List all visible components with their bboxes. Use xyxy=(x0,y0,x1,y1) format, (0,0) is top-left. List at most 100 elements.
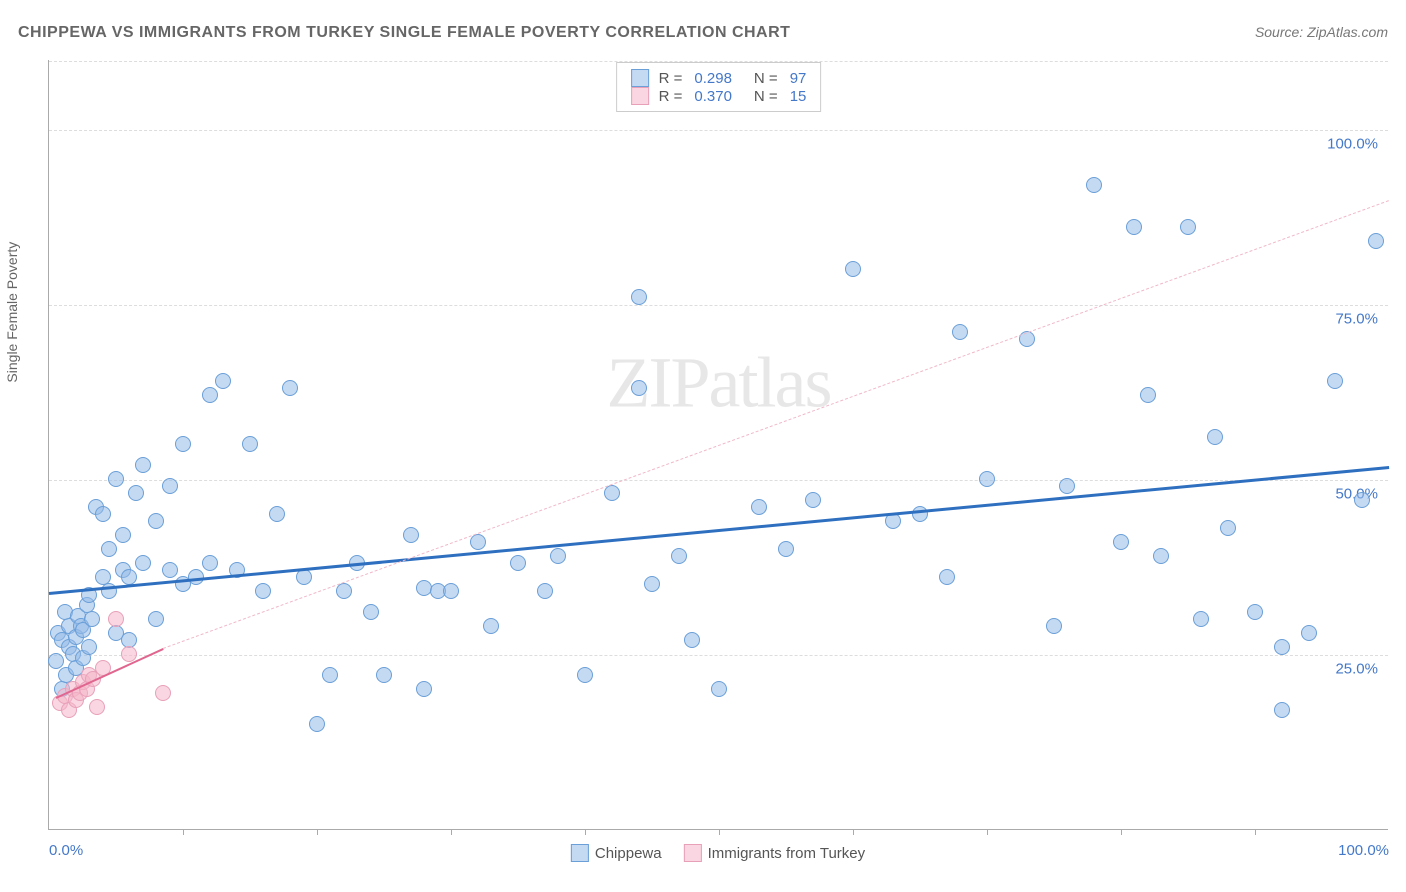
scatter-point-chippewa xyxy=(845,261,861,277)
y-tick-label: 100.0% xyxy=(1327,136,1378,153)
scatter-point-chippewa xyxy=(282,380,298,396)
scatter-point-chippewa xyxy=(115,527,131,543)
stat-r-value: 0.370 xyxy=(694,88,732,105)
scatter-point-chippewa xyxy=(1086,177,1102,193)
scatter-point-chippewa xyxy=(202,555,218,571)
scatter-point-chippewa xyxy=(939,569,955,585)
scatter-point-chippewa xyxy=(242,436,258,452)
scatter-point-chippewa xyxy=(537,583,553,599)
scatter-point-chippewa xyxy=(376,667,392,683)
scatter-point-chippewa xyxy=(510,555,526,571)
scatter-point-chippewa xyxy=(1046,618,1062,634)
trendline-chippewa xyxy=(49,466,1389,595)
scatter-point-turkey xyxy=(89,699,105,715)
scatter-point-chippewa xyxy=(1274,639,1290,655)
scatter-point-chippewa xyxy=(81,639,97,655)
scatter-point-chippewa xyxy=(215,373,231,389)
legend-item-chippewa: Chippewa xyxy=(571,844,662,862)
scatter-point-chippewa xyxy=(128,485,144,501)
gridline xyxy=(49,305,1388,306)
scatter-point-chippewa xyxy=(363,604,379,620)
y-tick-label: 25.0% xyxy=(1335,661,1378,678)
scatter-point-chippewa xyxy=(95,506,111,522)
scatter-point-chippewa xyxy=(952,324,968,340)
scatter-point-chippewa xyxy=(443,583,459,599)
x-tick xyxy=(1121,829,1122,835)
chart-title: CHIPPEWA VS IMMIGRANTS FROM TURKEY SINGL… xyxy=(18,24,790,42)
scatter-point-chippewa xyxy=(416,681,432,697)
scatter-point-chippewa xyxy=(108,471,124,487)
scatter-point-chippewa xyxy=(84,611,100,627)
x-tick-label: 0.0% xyxy=(49,842,83,859)
scatter-point-chippewa xyxy=(1207,429,1223,445)
scatter-point-chippewa xyxy=(1274,702,1290,718)
scatter-point-chippewa xyxy=(483,618,499,634)
scatter-point-chippewa xyxy=(48,653,64,669)
scatter-point-chippewa xyxy=(805,492,821,508)
legend-label: Immigrants from Turkey xyxy=(708,845,866,862)
stat-n-value: 15 xyxy=(790,88,807,105)
scatter-point-chippewa xyxy=(1180,219,1196,235)
scatter-point-chippewa xyxy=(255,583,271,599)
scatter-point-turkey xyxy=(108,611,124,627)
scatter-point-chippewa xyxy=(101,541,117,557)
scatter-point-chippewa xyxy=(550,548,566,564)
stat-n-label: N = xyxy=(754,88,778,105)
stat-r-label: R = xyxy=(659,88,683,105)
x-tick xyxy=(183,829,184,835)
scatter-point-chippewa xyxy=(135,457,151,473)
scatter-point-chippewa xyxy=(1354,492,1370,508)
legend-stats-row: R = 0.370 N = 15 xyxy=(631,87,807,105)
y-tick-label: 75.0% xyxy=(1335,311,1378,328)
x-tick xyxy=(585,829,586,835)
scatter-point-chippewa xyxy=(1113,534,1129,550)
scatter-point-chippewa xyxy=(1153,548,1169,564)
scatter-point-chippewa xyxy=(162,478,178,494)
scatter-point-chippewa xyxy=(135,555,151,571)
scatter-point-chippewa xyxy=(1327,373,1343,389)
gridline xyxy=(49,61,1388,62)
scatter-point-chippewa xyxy=(604,485,620,501)
scatter-point-chippewa xyxy=(1220,520,1236,536)
stat-n-value: 97 xyxy=(790,70,807,87)
gridline xyxy=(49,130,1388,131)
scatter-point-chippewa xyxy=(470,534,486,550)
scatter-point-chippewa xyxy=(162,562,178,578)
y-axis-label: Single Female Poverty xyxy=(4,242,20,383)
scatter-point-chippewa xyxy=(778,541,794,557)
legend-swatch xyxy=(684,844,702,862)
scatter-point-chippewa xyxy=(711,681,727,697)
scatter-point-chippewa xyxy=(175,436,191,452)
gridline xyxy=(49,480,1388,481)
scatter-point-chippewa xyxy=(148,611,164,627)
scatter-point-chippewa xyxy=(1193,611,1209,627)
scatter-point-chippewa xyxy=(336,583,352,599)
scatter-point-chippewa xyxy=(269,506,285,522)
scatter-point-chippewa xyxy=(403,527,419,543)
legend-bottom: Chippewa Immigrants from Turkey xyxy=(571,844,865,862)
legend-label: Chippewa xyxy=(595,845,662,862)
scatter-point-chippewa xyxy=(631,289,647,305)
legend-swatch xyxy=(571,844,589,862)
scatter-point-chippewa xyxy=(1126,219,1142,235)
scatter-point-chippewa xyxy=(644,576,660,592)
gridline xyxy=(49,655,1388,656)
scatter-point-chippewa xyxy=(121,569,137,585)
x-tick xyxy=(853,829,854,835)
scatter-point-chippewa xyxy=(912,506,928,522)
source-attribution: Source: ZipAtlas.com xyxy=(1255,24,1388,40)
x-tick xyxy=(719,829,720,835)
legend-item-turkey: Immigrants from Turkey xyxy=(684,844,866,862)
stat-n-label: N = xyxy=(754,70,778,87)
x-tick xyxy=(451,829,452,835)
scatter-point-chippewa xyxy=(322,667,338,683)
stat-r-value: 0.298 xyxy=(694,70,732,87)
legend-swatch-chippewa xyxy=(631,69,649,87)
scatter-point-chippewa xyxy=(1247,604,1263,620)
scatter-point-chippewa xyxy=(1368,233,1384,249)
legend-stats-row: R = 0.298 N = 97 xyxy=(631,69,807,87)
legend-stats-box: R = 0.298 N = 97 R = 0.370 N = 15 xyxy=(616,62,822,112)
scatter-point-chippewa xyxy=(684,632,700,648)
trendline-turkey-extrapolated xyxy=(163,200,1389,649)
scatter-point-turkey xyxy=(155,685,171,701)
